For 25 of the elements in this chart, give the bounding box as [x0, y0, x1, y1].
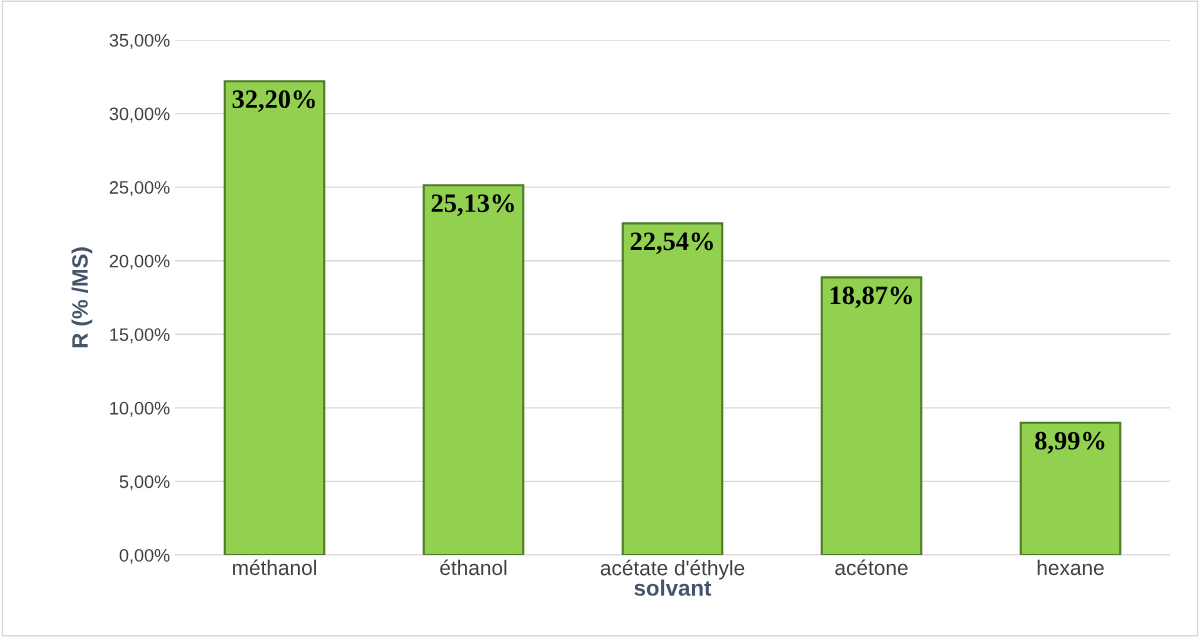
x-tick-label: acétate d'éthyle: [600, 559, 745, 580]
y-tick-label: 25,00%: [109, 181, 170, 196]
x-tick-label: éthanol: [440, 559, 507, 576]
bar: [820, 276, 923, 555]
bar: [621, 222, 724, 555]
data-label: 18,87%: [830, 286, 912, 309]
data-label: 25,13%: [431, 194, 514, 216]
data-label: 8,99%: [1035, 431, 1105, 454]
y-tick-label: 10,00%: [110, 401, 170, 417]
data-label: 32,20%: [232, 90, 315, 112]
data-label: 22,54%: [630, 232, 713, 255]
y-tick-label: 20,00%: [109, 254, 170, 270]
y-tick-label: 0,00%: [119, 548, 170, 564]
x-tick-label: méthanol: [233, 559, 316, 576]
x-tick-label: acétone: [835, 559, 908, 576]
y-tick-label: 35,00%: [109, 33, 170, 49]
x-tick-label: hexane: [1037, 559, 1104, 576]
y-axis-title: R (% /MS): [71, 247, 93, 348]
bar: [1019, 421, 1122, 555]
y-tick-label: 15,00%: [110, 328, 170, 344]
bar: [422, 184, 525, 555]
x-axis-title: solvant: [634, 579, 712, 596]
y-tick-label: 5,00%: [119, 475, 170, 491]
y-tick-label: 30,00%: [109, 107, 170, 123]
bar: [223, 80, 326, 555]
